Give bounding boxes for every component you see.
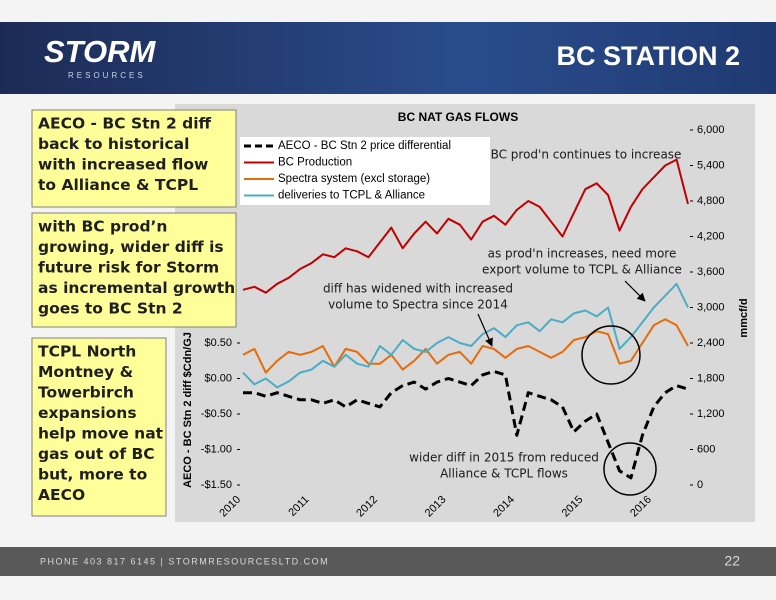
callout-text: expansions	[38, 404, 137, 422]
callout-text: Towerbirch	[38, 384, 134, 402]
callout-text: with increased flow	[38, 156, 208, 174]
legend-label: BC Production	[278, 157, 352, 169]
y2-tick-label: 4,200	[697, 230, 725, 242]
callout-text: TCPL North	[38, 343, 136, 361]
y-tick-label: $0.00	[204, 372, 232, 384]
y2-tick-label: 3,000	[697, 301, 725, 313]
legend-label: deliveries to TCPL & Alliance	[278, 190, 425, 202]
callout-text: AECO - BC Stn 2 diff	[38, 115, 212, 133]
callout-text: future risk for Storm	[38, 259, 219, 277]
logo: STORM	[44, 34, 157, 69]
y-axis-label: AECO - BC Stn 2 diff $Cdn/GJ	[182, 332, 194, 488]
callout-text: back to historical	[38, 135, 189, 153]
callout-text: as incremental growth	[38, 279, 235, 297]
annotation: wider diff in 2015 from reduced	[409, 451, 599, 465]
callout-box	[31, 109, 237, 208]
series-line	[243, 369, 689, 480]
legend-box	[240, 137, 490, 205]
y2-tick-label: 0	[697, 479, 703, 491]
chart: BC NAT GAS FLOWS -$1.50 -$1.00 -$0.50 $0.00 $…	[182, 110, 750, 519]
callouts: AECO - BC Stn 2 diff back to historical wi…	[31, 109, 237, 517]
annotation: diff has widened with increased	[323, 282, 513, 296]
y-tick-label: -$1.00	[201, 443, 232, 455]
annotation: volume to Spectra since 2014	[328, 298, 508, 312]
callout-box	[31, 337, 167, 517]
y2-tick-label: 1,200	[697, 408, 725, 420]
y2-tick-label: 3,600	[697, 266, 725, 278]
callout-text: but, more to	[38, 466, 147, 484]
logo-sub: RESOURCES	[68, 71, 146, 80]
callout-text: goes to BC Stn 2	[38, 300, 183, 318]
highlight-circle	[581, 325, 641, 385]
y-tick-label: -$1.50	[201, 479, 232, 491]
callout-text: gas out of BC	[38, 445, 155, 463]
annotation: export volume to TCPL & Alliance	[482, 263, 682, 277]
y2-tick-label: 600	[697, 443, 715, 455]
series-line	[242, 282, 689, 389]
arrow	[624, 280, 646, 302]
legend-label: AECO - BC Stn 2 price differential	[278, 140, 451, 152]
arrow	[477, 313, 493, 347]
annotation: Alliance & TCPL flows	[440, 467, 568, 481]
footer-contact: PHONE 403 817 6145 | STORMRESOURCESLTD.C…	[40, 556, 329, 566]
highlight-circle	[603, 442, 657, 496]
callout-text: growing, wider diff is	[38, 238, 224, 256]
chart-title: BC NAT GAS FLOWS	[398, 110, 518, 124]
callout-box	[31, 212, 237, 328]
callout-text: Montney &	[38, 363, 133, 381]
callout-text: AECO	[38, 486, 85, 504]
page-number: 22	[724, 553, 740, 569]
y-tick-label: $0.50	[204, 337, 232, 349]
y2-tick-label: 1,800	[697, 372, 725, 384]
y-tick-label: -$0.50	[201, 408, 232, 420]
y2-tick-label: 6,000	[697, 124, 725, 136]
y2-tick-label: 4,800	[697, 195, 725, 207]
legend-label: Spectra system (excl storage)	[278, 173, 430, 185]
series-line	[242, 158, 689, 294]
footer-bar	[0, 547, 776, 576]
header-bar	[0, 22, 776, 94]
callout-text: to Alliance & TCPL	[38, 176, 198, 194]
annotation: as prod'n increases, need more	[488, 247, 677, 261]
y2-tick-label: 5,400	[697, 159, 725, 171]
y2-tick-label: 2,400	[697, 337, 725, 349]
callout-text: with BC prod’n	[38, 218, 167, 236]
y2-axis-label: mmcf/d	[738, 298, 750, 337]
callout-text: help move nat	[38, 425, 164, 443]
series-line	[242, 318, 689, 374]
slide-title: BC STATION 2	[556, 41, 740, 71]
annotation: BC prod'n continues to increase	[491, 148, 682, 162]
